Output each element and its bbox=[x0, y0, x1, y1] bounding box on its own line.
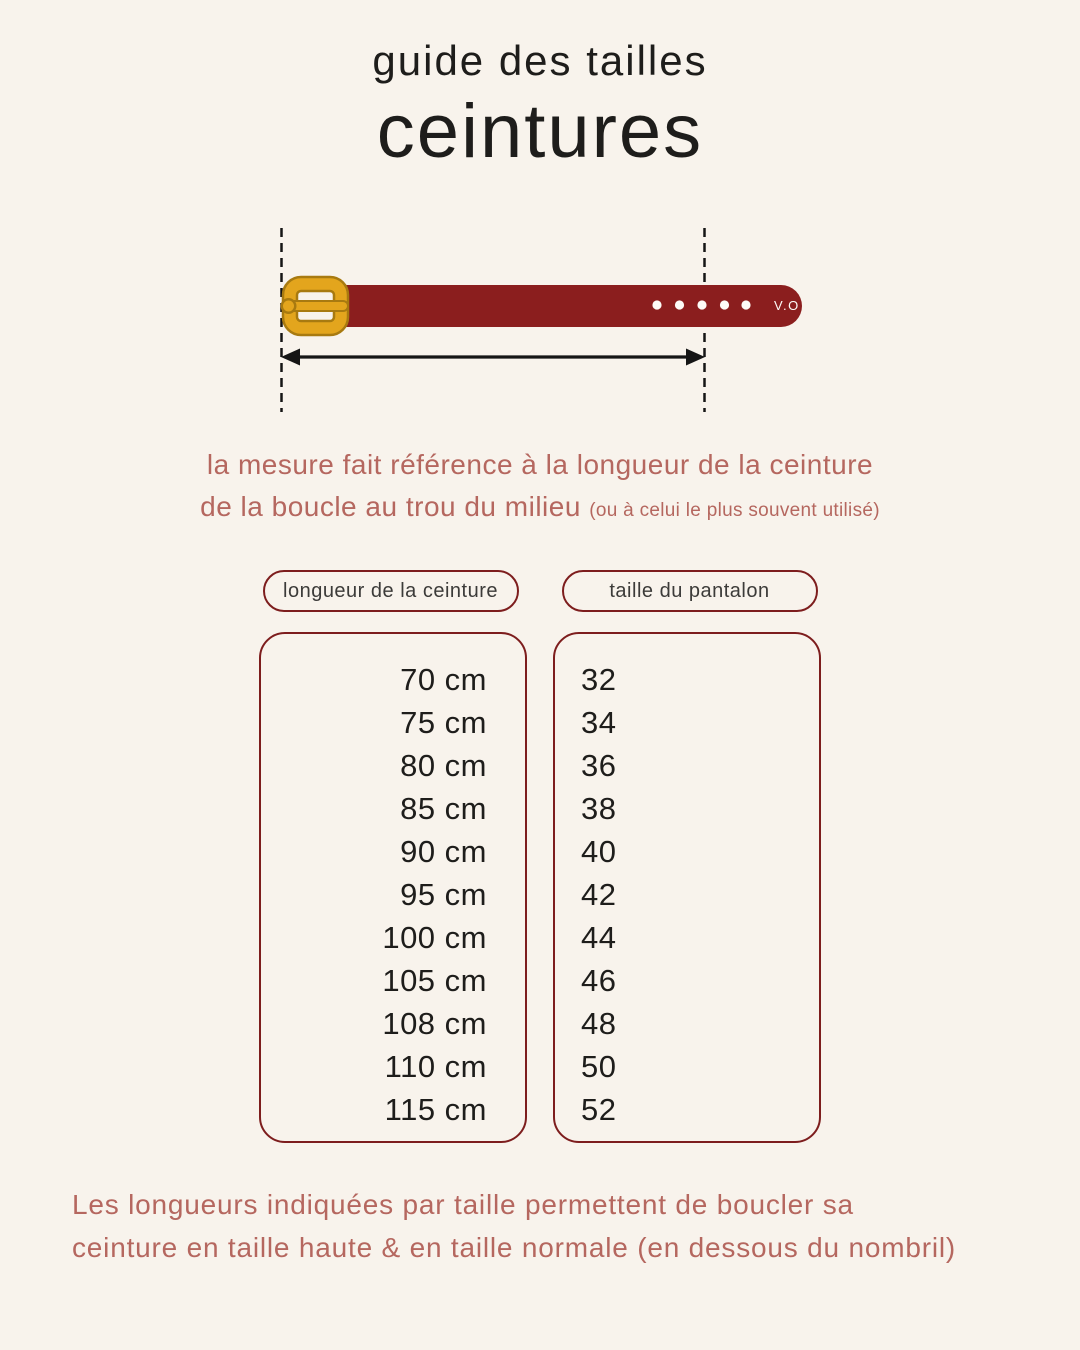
footer-line-2: ceinture en taille haute & en taille nor… bbox=[72, 1232, 956, 1263]
pant-size-value: 52 bbox=[581, 1092, 617, 1127]
belt-buckle-icon bbox=[280, 275, 350, 337]
pant-size-value: 44 bbox=[581, 920, 617, 955]
pant-size-value: 40 bbox=[581, 834, 617, 869]
description-line-1: la mesure fait référence à la longueur d… bbox=[206, 449, 874, 480]
pant-size-value: 46 bbox=[581, 963, 617, 998]
brand-label: V.O bbox=[774, 298, 800, 313]
pant-size-value: 50 bbox=[581, 1049, 617, 1084]
belt-length-value: 95 cm bbox=[400, 877, 487, 912]
page-subtitle: guide des tailles bbox=[372, 37, 708, 84]
belt-hole bbox=[674, 300, 685, 310]
pant-size-value: 38 bbox=[581, 791, 617, 826]
footer-note: Les longueurs indiquées par taille perme… bbox=[72, 1183, 1032, 1269]
belt-length-value: 110 cm bbox=[384, 1049, 487, 1084]
belt-measurement-diagram: V.O bbox=[280, 228, 802, 412]
measurement-arrow bbox=[281, 348, 705, 366]
size-table: 70 cm 75 cm 80 cm 85 cm 90 cm 95 cm 100 … bbox=[0, 632, 1080, 1143]
pant-size-value: 32 bbox=[581, 662, 617, 697]
belt-length-value: 115 cm bbox=[384, 1092, 487, 1127]
page-title: ceintures bbox=[376, 89, 704, 175]
belt-length-value: 85 cm bbox=[400, 791, 487, 826]
belt-length-value: 75 cm bbox=[400, 705, 487, 740]
description-line-2-main: de la boucle au trou du milieu bbox=[200, 491, 581, 522]
belt-strap bbox=[340, 285, 802, 327]
header-pill-pant-size: taille du pantalon bbox=[561, 570, 818, 612]
belt-hole bbox=[741, 300, 751, 310]
buckle-hinge bbox=[283, 300, 294, 312]
header: guide des tailles ceintures bbox=[0, 37, 1080, 175]
pant-size-value: 42 bbox=[581, 877, 617, 912]
belt-length-column: 70 cm 75 cm 80 cm 85 cm 90 cm 95 cm 100 … bbox=[259, 632, 527, 1143]
belt-hole bbox=[652, 300, 662, 310]
belt-hole bbox=[719, 300, 730, 310]
pant-size-value: 34 bbox=[581, 705, 617, 740]
header-pill-belt-length: longueur de la ceinture bbox=[262, 570, 519, 612]
measurement-description: la mesure fait référence à la longueur d… bbox=[0, 444, 1080, 532]
pant-size-value: 36 bbox=[581, 748, 617, 783]
arrowhead-left-icon bbox=[281, 348, 300, 366]
belt-hole bbox=[697, 300, 707, 310]
pant-size-value: 48 bbox=[581, 1006, 617, 1041]
belt-length-value: 108 cm bbox=[382, 1006, 487, 1041]
pant-size-column: 32 34 36 38 40 42 44 46 48 50 52 bbox=[553, 632, 821, 1143]
belt-length-value: 80 cm bbox=[400, 748, 487, 783]
belt-length-value: 105 cm bbox=[382, 963, 487, 998]
belt-length-value: 70 cm bbox=[400, 662, 487, 697]
table-headers: longueur de la ceinture taille du pantal… bbox=[0, 570, 1080, 612]
description-line-2: de la boucle au trou du milieu (ou à cel… bbox=[0, 486, 1080, 532]
description-line-2-note: (ou à celui le plus souvent utilisé) bbox=[589, 500, 880, 521]
arrowhead-right-icon bbox=[686, 348, 705, 366]
belt-holes bbox=[652, 300, 751, 310]
belt-length-value: 100 cm bbox=[382, 920, 487, 955]
footer-line-1: Les longueurs indiquées par taille perme… bbox=[72, 1189, 854, 1220]
belt-length-value: 90 cm bbox=[400, 834, 487, 869]
